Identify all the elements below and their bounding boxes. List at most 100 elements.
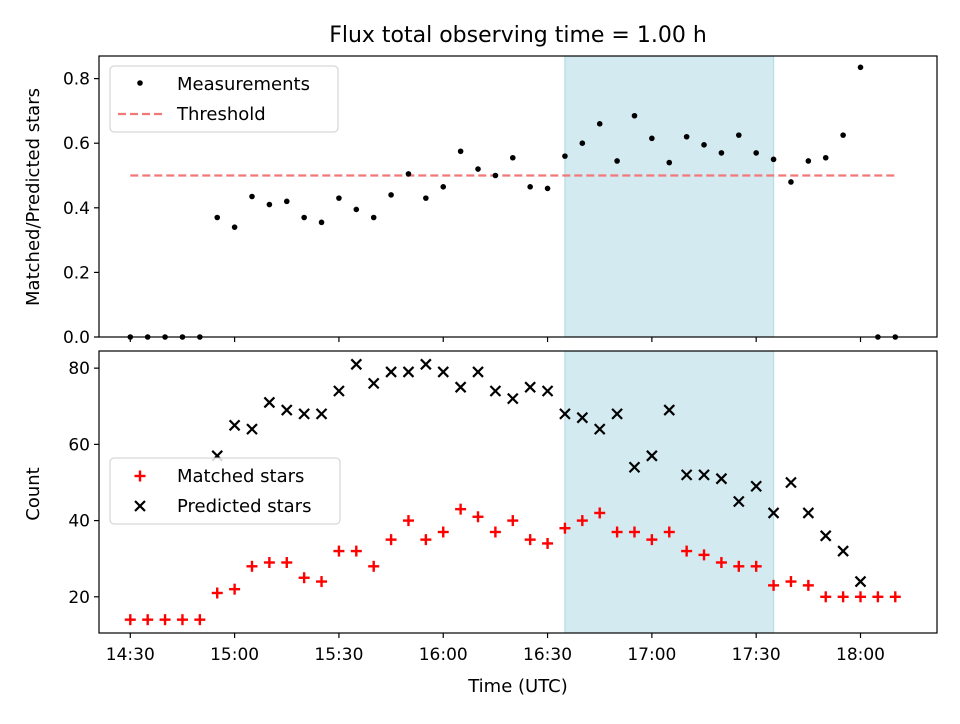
data-point (249, 193, 255, 200)
data-point (246, 423, 258, 435)
data-point (698, 549, 710, 561)
data-point (370, 214, 377, 221)
data-point (785, 576, 797, 588)
data-point (562, 153, 568, 159)
data-point (698, 469, 710, 481)
data-point (770, 156, 777, 163)
data-point (802, 579, 814, 591)
highlight-span (564, 351, 774, 633)
data-point (388, 192, 394, 198)
data-point (541, 385, 554, 397)
data-point (802, 507, 815, 519)
data-point (159, 614, 171, 626)
data-point (837, 591, 849, 603)
data-point (857, 64, 864, 71)
data-point (124, 614, 136, 626)
plot-frame (98, 55, 938, 338)
data-point (457, 148, 464, 155)
legend-matched-marker (134, 470, 146, 482)
data-point (142, 614, 154, 626)
x-tick-label: 18:00 (836, 645, 885, 665)
legend-threshold-label: Threshold (176, 104, 266, 125)
data-point (333, 545, 345, 557)
data-point (280, 404, 293, 416)
data-point (767, 507, 780, 519)
data-point (524, 534, 536, 546)
y-tick-label: 0.0 (63, 328, 90, 348)
data-point (768, 579, 780, 591)
data-point (440, 184, 447, 190)
data-point (455, 503, 467, 515)
data-point (718, 150, 725, 156)
data-point (611, 408, 623, 420)
data-point (475, 166, 481, 172)
data-point (820, 591, 832, 603)
data-point (631, 112, 638, 119)
data-point (596, 121, 603, 127)
data-point (437, 366, 450, 378)
data-point (231, 224, 238, 230)
x-tick-label: 17:30 (732, 645, 781, 665)
legend-predicted-marker (134, 500, 146, 512)
y-tick-label: 0.2 (63, 263, 90, 283)
x-tick-label: 14:30 (106, 645, 155, 665)
data-point (402, 366, 415, 378)
data-point (214, 214, 221, 221)
data-point (715, 557, 727, 568)
data-point (822, 154, 829, 161)
data-point (805, 158, 812, 164)
data-point (489, 385, 502, 397)
data-point (649, 135, 655, 142)
data-point (872, 591, 884, 603)
top-y-axis-label: Matched/Predicted stars (23, 88, 44, 306)
x-tick-label: 17:00 (627, 645, 676, 665)
data-point (701, 142, 707, 148)
data-point (176, 614, 188, 626)
data-point (855, 591, 867, 603)
bottom-panel: 20 40 60 80 14:30 15:00 15:30 16:00 16:30 17:00 17… (68, 350, 938, 665)
bottom-y-axis-label: Count (23, 467, 44, 520)
data-point (368, 560, 380, 572)
data-point (472, 511, 484, 523)
data-point (753, 150, 759, 156)
top-legend-frame (109, 65, 339, 133)
top-panel: 0.0 0.2 0.4 0.6 0.8 (63, 55, 938, 348)
data-point (405, 171, 412, 177)
data-point (837, 545, 849, 557)
data-point (750, 480, 762, 493)
data-point (211, 587, 223, 599)
y-tick-label: 0.6 (63, 134, 90, 154)
data-point (454, 381, 467, 393)
data-point (266, 201, 273, 208)
data-point (544, 185, 551, 192)
data-point (350, 358, 363, 371)
data-point (559, 408, 571, 420)
data-point (611, 526, 623, 538)
data-point (559, 522, 571, 534)
data-point (628, 526, 640, 538)
chart-title: Flux total observing time = 1.00 h (329, 23, 707, 48)
data-point (281, 557, 293, 568)
data-point (683, 133, 690, 140)
data-point (228, 419, 241, 432)
data-point (646, 450, 658, 462)
data-point (507, 392, 519, 405)
data-point (788, 179, 794, 185)
x-tick-label: 16:00 (419, 645, 468, 665)
legend-matched-label: Matched stars (177, 466, 304, 487)
data-point (819, 530, 832, 542)
bottom-legend: Matched stars Predicted stars (109, 457, 341, 525)
legend-measurements-label: Measurements (177, 74, 310, 95)
data-point (263, 557, 275, 568)
data-point (854, 575, 867, 588)
data-point (889, 591, 901, 603)
legend-measurements-marker (137, 80, 143, 86)
data-point (301, 214, 307, 221)
data-point (614, 158, 620, 164)
y-tick-label: 0.4 (63, 199, 90, 219)
x-axis-label: Time (UTC) (467, 676, 568, 697)
data-point (263, 396, 276, 409)
data-point (315, 408, 328, 420)
data-point (524, 381, 536, 393)
